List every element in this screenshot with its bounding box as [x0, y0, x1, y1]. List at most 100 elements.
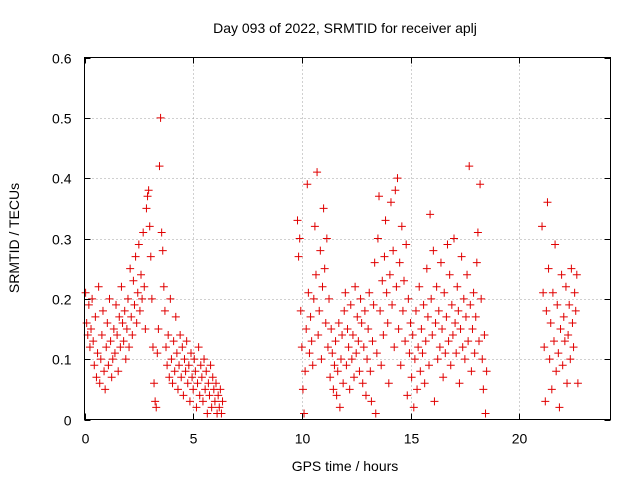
data-point [318, 282, 327, 291]
data-point [469, 288, 478, 297]
y-tick-label: 0.3 [52, 232, 72, 248]
data-point [163, 361, 172, 370]
data-point [573, 379, 582, 388]
data-point [305, 349, 314, 358]
data-point [471, 312, 480, 321]
data-point [216, 385, 225, 394]
data-point [398, 306, 407, 315]
data-point [113, 331, 122, 340]
data-point [406, 318, 415, 327]
data-point [444, 337, 453, 346]
data-point [309, 294, 318, 303]
y-tick-label: 0.2 [52, 292, 72, 308]
data-point [351, 282, 360, 291]
data-point [389, 246, 398, 255]
data-point [427, 294, 436, 303]
data-point [162, 343, 171, 352]
data-point [336, 355, 345, 364]
data-point [377, 361, 386, 370]
data-point [159, 282, 168, 291]
data-point [84, 300, 93, 309]
data-point [359, 343, 368, 352]
data-point [121, 355, 130, 364]
data-point [147, 294, 156, 303]
data-point [454, 306, 463, 315]
data-point [189, 385, 198, 394]
data-point [126, 264, 135, 273]
x-tick-label: 5 [190, 431, 198, 447]
data-point [414, 343, 423, 352]
data-point [308, 361, 317, 370]
data-point [429, 246, 438, 255]
data-point [212, 379, 220, 388]
data-point [451, 318, 460, 327]
data-point [478, 355, 487, 364]
data-point [335, 403, 344, 412]
data-point [448, 331, 457, 340]
data-point [465, 162, 474, 171]
data-point [112, 300, 121, 309]
data-point [408, 331, 417, 340]
data-point [435, 343, 444, 352]
data-point [313, 168, 322, 177]
data-point [347, 355, 356, 364]
data-point [328, 349, 337, 358]
data-point [571, 306, 580, 315]
data-point [558, 361, 567, 370]
chart-title: Day 093 of 2022, SRMTID for receiver apl… [213, 20, 477, 36]
data-point [468, 325, 477, 333]
data-point [296, 306, 305, 315]
data-point [133, 288, 142, 297]
data-point [463, 270, 472, 279]
data-point [436, 258, 445, 267]
data-point [430, 397, 439, 406]
data-point [315, 306, 324, 315]
data-point [420, 379, 429, 388]
data-point [421, 337, 430, 346]
data-point [218, 397, 227, 406]
data-point [187, 349, 196, 358]
data-point [333, 367, 342, 376]
y-axis-label: SRMTID / TECUs [6, 183, 22, 293]
data-point [169, 337, 178, 346]
data-point [295, 234, 304, 243]
data-point [311, 270, 320, 279]
data-point [411, 306, 420, 315]
data-point [563, 379, 572, 388]
data-point [553, 300, 562, 309]
data-point [131, 252, 140, 261]
data-point [441, 349, 450, 358]
data-point [366, 367, 375, 376]
data-point [479, 385, 488, 394]
data-point [110, 349, 119, 358]
data-point [104, 361, 113, 370]
data-point [204, 379, 213, 388]
data-point [82, 318, 91, 327]
data-point [181, 367, 190, 376]
data-point [151, 397, 160, 406]
data-point [106, 337, 115, 346]
data-point [404, 294, 413, 303]
data-point [379, 331, 388, 340]
data-point [357, 318, 366, 327]
data-point [304, 288, 313, 297]
data-point [565, 300, 574, 309]
data-point [83, 331, 92, 340]
data-point [438, 325, 447, 333]
data-point [97, 331, 106, 340]
data-point [373, 234, 382, 243]
data-point [370, 258, 379, 267]
data-point [405, 349, 414, 358]
data-point [358, 379, 367, 388]
x-axis-label: GPS time / hours [292, 458, 399, 474]
data-point [442, 312, 451, 321]
data-point [210, 397, 219, 406]
data-point [546, 318, 555, 327]
x-tick-label: 0 [82, 431, 90, 447]
data-point [109, 325, 118, 333]
data-point [177, 373, 186, 382]
data-point [566, 355, 575, 364]
data-point [156, 113, 165, 122]
data-point [446, 361, 455, 370]
data-point [473, 228, 482, 237]
